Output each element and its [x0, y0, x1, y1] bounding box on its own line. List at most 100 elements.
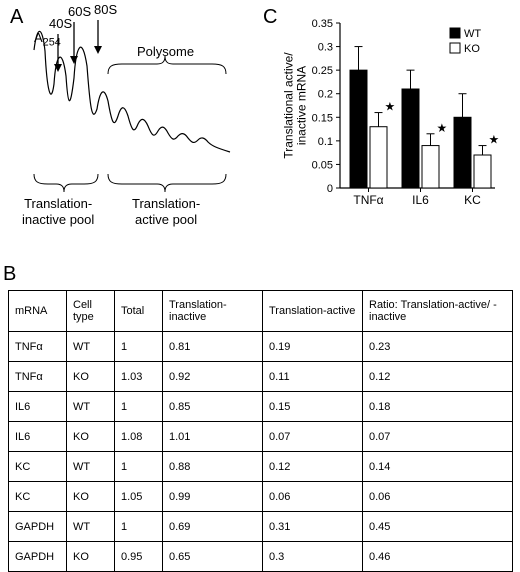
table-header-cell: Ratio: Translation-active/ -inactive: [363, 291, 513, 332]
table-cell: 0.12: [263, 452, 363, 482]
table-row: TNFαKO1.030.920.110.12: [9, 362, 513, 392]
table-cell: 1.08: [115, 422, 163, 452]
table-cell: 0.88: [163, 452, 263, 482]
peak-60s-label: 60S: [68, 4, 91, 19]
a254-label: A254: [34, 30, 61, 49]
table-header-cell: Cell type: [67, 291, 115, 332]
table-cell: WT: [67, 392, 115, 422]
active-pool-label: Translation- active pool: [132, 196, 200, 227]
y-tick-label: 0.35: [312, 18, 333, 30]
y-tick-label: 0.25: [312, 65, 333, 77]
table-cell: 0.85: [163, 392, 263, 422]
x-tick-label: TNFα: [353, 193, 383, 207]
active-bracket: [108, 174, 226, 192]
panel-c-label: C: [263, 6, 277, 29]
x-tick-label: KC: [464, 193, 481, 207]
sig-star: ★: [437, 121, 448, 135]
table-row: KCKO1.050.990.060.06: [9, 482, 513, 512]
panel-b-label: B: [3, 263, 16, 286]
table-row: GAPDHWT10.690.310.45: [9, 512, 513, 542]
table-row: IL6KO1.081.010.070.07: [9, 422, 513, 452]
table-cell: 1.03: [115, 362, 163, 392]
profile-curve: [34, 31, 230, 152]
y-tick-label: 0.3: [318, 42, 333, 54]
panel-c: 0 0.05 0.1 0.15 0.2 0.25 0.3 0.35 Translational …: [280, 8, 515, 253]
bar: [370, 127, 387, 188]
table-cell: 0.19: [263, 332, 363, 362]
y-tick-label: 0: [327, 183, 333, 195]
x-tick-label: IL6: [412, 193, 429, 207]
table-cell: 0.06: [363, 482, 513, 512]
table-cell: 0.46: [363, 542, 513, 572]
table-cell: 0.45: [363, 512, 513, 542]
table-cell: KO: [67, 422, 115, 452]
table-cell: 0.15: [263, 392, 363, 422]
table-cell: KO: [67, 482, 115, 512]
table-cell: 1: [115, 392, 163, 422]
table-row: KCWT10.880.120.14: [9, 452, 513, 482]
table-cell: 0.92: [163, 362, 263, 392]
data-table: mRNACell typeTotalTranslation-inactiveTr…: [8, 290, 513, 572]
table-cell: 0.12: [363, 362, 513, 392]
panel-a: A254 40S 60S 80S Polysome Translation- i…: [12, 6, 242, 256]
inactive-bracket: [34, 174, 98, 192]
bar-chart-svg: 0 0.05 0.1 0.15 0.2 0.25 0.3 0.35 Translational …: [280, 8, 515, 223]
legend-swatch: [450, 28, 460, 38]
table-cell: 0.14: [363, 452, 513, 482]
table-cell: 1.01: [163, 422, 263, 452]
polysome-label: Polysome: [137, 44, 194, 59]
table-cell: KC: [9, 452, 67, 482]
y-tick-label: 0.15: [312, 112, 333, 124]
y-axis-label: Translational active/inactive mRNA: [281, 52, 308, 159]
table-row: TNFαWT10.810.190.23: [9, 332, 513, 362]
y-tick-label: 0.1: [318, 136, 333, 148]
table-cell: 0.65: [163, 542, 263, 572]
bar: [474, 155, 491, 188]
table-cell: 0.69: [163, 512, 263, 542]
table-cell: TNFα: [9, 362, 67, 392]
table-cell: 1: [115, 452, 163, 482]
y-tick-label: 0.05: [312, 159, 333, 171]
table-cell: 1: [115, 512, 163, 542]
table-header-cell: Translation-inactive: [163, 291, 263, 332]
table-cell: 0.3: [263, 542, 363, 572]
table-row: IL6WT10.850.150.18: [9, 392, 513, 422]
table-header-cell: Total: [115, 291, 163, 332]
table-cell: 0.31: [263, 512, 363, 542]
table-cell: WT: [67, 512, 115, 542]
table-cell: 0.81: [163, 332, 263, 362]
bar: [454, 117, 471, 188]
sig-star: ★: [489, 133, 500, 147]
table-cell: KO: [67, 542, 115, 572]
legend-label: WT: [464, 28, 481, 40]
table-cell: GAPDH: [9, 542, 67, 572]
y-tick-label: 0.2: [318, 89, 333, 101]
legend-swatch: [450, 43, 460, 53]
table-cell: KO: [67, 362, 115, 392]
table-cell: 0.07: [363, 422, 513, 452]
table-cell: GAPDH: [9, 512, 67, 542]
sig-star: ★: [385, 100, 396, 114]
table-cell: IL6: [9, 392, 67, 422]
table-header-cell: Translation-active: [263, 291, 363, 332]
bar: [422, 146, 439, 188]
table-cell: WT: [67, 332, 115, 362]
table-cell: 0.95: [115, 542, 163, 572]
table-cell: 0.99: [163, 482, 263, 512]
legend-label: KO: [464, 43, 480, 55]
bar: [402, 89, 419, 188]
table-cell: 1: [115, 332, 163, 362]
table-cell: 0.18: [363, 392, 513, 422]
table-cell: 0.06: [263, 482, 363, 512]
inactive-pool-label: Translation- inactive pool: [22, 196, 94, 227]
table-cell: 0.11: [263, 362, 363, 392]
table-cell: 0.07: [263, 422, 363, 452]
panel-b: mRNACell typeTotalTranslation-inactiveTr…: [8, 290, 512, 572]
table-cell: WT: [67, 452, 115, 482]
bar: [350, 70, 367, 188]
table-cell: IL6: [9, 422, 67, 452]
table-cell: TNFα: [9, 332, 67, 362]
table-row: GAPDHKO0.950.650.30.46: [9, 542, 513, 572]
table-header-cell: mRNA: [9, 291, 67, 332]
table-cell: KC: [9, 482, 67, 512]
